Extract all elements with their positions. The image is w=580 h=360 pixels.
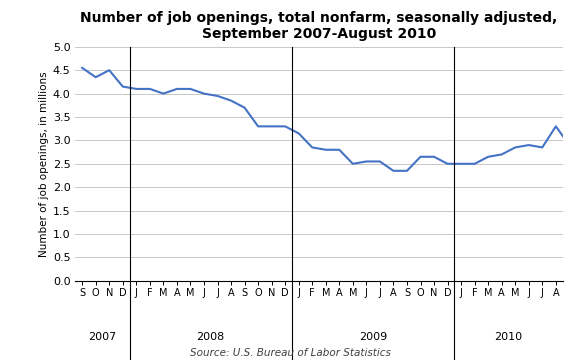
Text: Source: U.S. Bureau of Labor Statistics: Source: U.S. Bureau of Labor Statistics [190, 348, 390, 358]
Text: 2009: 2009 [359, 332, 387, 342]
Text: 2007: 2007 [88, 332, 117, 342]
Text: 2008: 2008 [197, 332, 225, 342]
Y-axis label: Number of job openings, in millions: Number of job openings, in millions [39, 71, 49, 257]
Title: Number of job openings, total nonfarm, seasonally adjusted,
September 2007-Augus: Number of job openings, total nonfarm, s… [81, 11, 557, 41]
Text: 2010: 2010 [494, 332, 523, 342]
